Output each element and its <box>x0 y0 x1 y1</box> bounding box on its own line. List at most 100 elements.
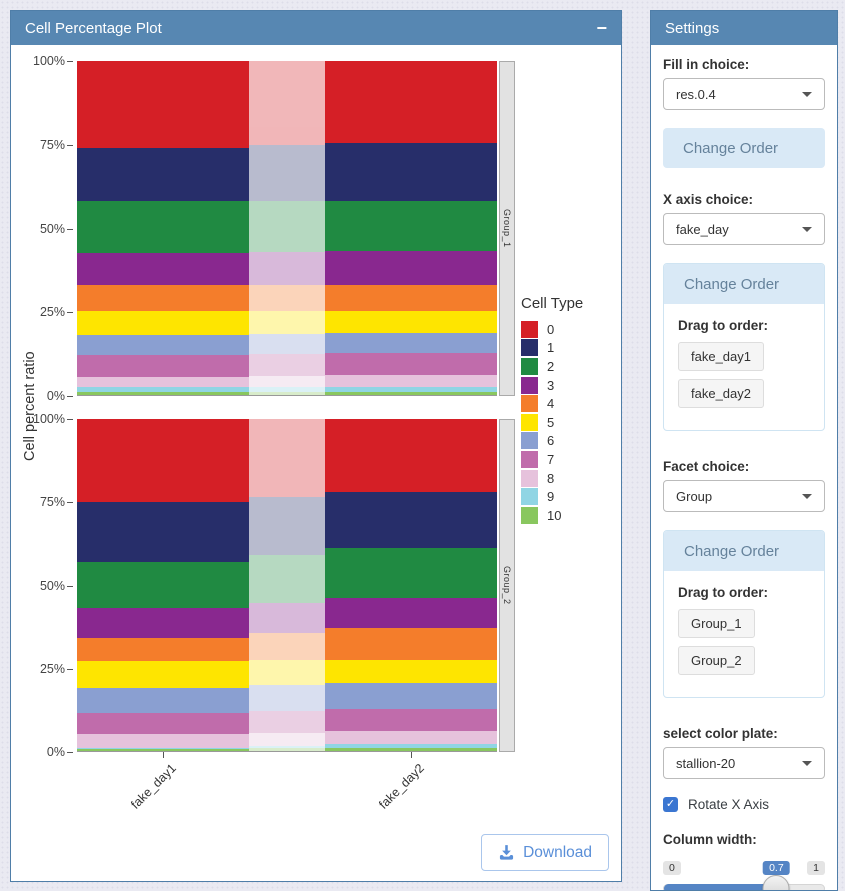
legend-swatch <box>521 339 538 357</box>
legend-item-9: 9 <box>521 487 621 506</box>
y-tick-label: 100% <box>29 54 75 68</box>
legend-label: 6 <box>547 433 555 449</box>
bar-segment-celltype-5 <box>77 311 250 335</box>
legend-item-0: 0 <box>521 320 621 339</box>
change-order-facet-button[interactable]: Change Order <box>664 531 824 571</box>
minus-icon[interactable]: − <box>596 18 607 38</box>
stacked-bar <box>77 61 250 395</box>
bar-segment-celltype-0 <box>249 419 325 498</box>
legend-label: 10 <box>547 507 562 523</box>
legend-swatch <box>521 488 538 506</box>
drag-item-group2[interactable]: Group_2 <box>678 646 755 675</box>
bar-segment-celltype-3 <box>77 253 250 285</box>
y-ticks-facet1: 100% 75% 50% 25% 0% <box>29 54 75 403</box>
bar-segment-celltype-2 <box>324 201 497 252</box>
bar-segment-celltype-4 <box>77 284 250 312</box>
legend-swatch <box>521 506 538 524</box>
download-button[interactable]: Download <box>481 834 609 871</box>
bar-segment-celltype-10 <box>249 391 325 395</box>
settings-panel-header: Settings <box>651 11 837 45</box>
plot-panel-header: Cell Percentage Plot − <box>11 11 621 45</box>
bar-segment-celltype-4 <box>249 284 325 312</box>
legend-label: 4 <box>547 396 555 412</box>
y-tick-label: 50% <box>29 579 75 593</box>
change-order-xaxis-button[interactable]: Change Order <box>664 264 824 304</box>
y-tick-label: 25% <box>29 305 75 319</box>
bar-segment-celltype-8 <box>77 734 250 748</box>
download-icon <box>498 844 515 861</box>
bar-segment-celltype-3 <box>77 608 250 639</box>
alluvial-flow <box>249 419 325 751</box>
legend-items: 0 1 2 3 4 5 6 7 8 9 10 <box>521 320 621 525</box>
x-tick-day1 <box>163 752 164 758</box>
fill-choice-select[interactable]: res.0.4 <box>663 78 825 110</box>
bar-segment-celltype-5 <box>249 311 325 334</box>
xaxis-choice-select[interactable]: fake_day <box>663 213 825 245</box>
y-tick-label: 0% <box>29 389 75 403</box>
bar-segment-celltype-4 <box>324 628 497 660</box>
change-order-fill-button[interactable]: Change Order <box>663 128 825 168</box>
bar-segment-celltype-6 <box>324 682 497 710</box>
settings-panel: Settings Fill in choice: res.0.4 Change … <box>650 10 838 891</box>
legend-label: 8 <box>547 470 555 486</box>
x-axis-label-day1: fake_day1 <box>128 761 179 812</box>
drag-item-fake-day1[interactable]: fake_day1 <box>678 342 764 371</box>
slider-track[interactable] <box>663 875 825 890</box>
legend-item-5: 5 <box>521 413 621 432</box>
bar-segment-celltype-0 <box>324 61 497 143</box>
bar-segment-celltype-9 <box>249 745 325 749</box>
legend-swatch <box>521 450 538 468</box>
bar-segment-celltype-3 <box>324 251 497 285</box>
bar-segment-celltype-7 <box>324 353 497 375</box>
legend-item-6: 6 <box>521 432 621 451</box>
y-tick-label: 0% <box>29 745 75 759</box>
bar-segment-celltype-5 <box>77 661 250 688</box>
facet-choice-value: Group <box>676 488 713 504</box>
bar-segment-celltype-8 <box>324 731 497 745</box>
cell-percentage-plot-panel: Cell Percentage Plot − Cell percent rati… <box>10 10 622 882</box>
bar-segment-celltype-0 <box>77 61 250 148</box>
legend-item-4: 4 <box>521 394 621 413</box>
slider-min-label: 0 <box>663 861 681 875</box>
drag-to-order-label: Drag to order: <box>678 318 769 333</box>
column-width-slider[interactable]: 0 0.7 1 <box>663 861 825 890</box>
legend-swatch <box>521 413 538 431</box>
bar-segment-celltype-7 <box>324 709 497 732</box>
x-axis-label-day2: fake_day2 <box>376 761 427 812</box>
download-label: Download <box>523 843 592 861</box>
bar-segment-celltype-0 <box>324 419 497 493</box>
bar-segment-celltype-9 <box>77 747 250 750</box>
color-plate-select[interactable]: stallion-20 <box>663 747 825 779</box>
bar-segment-celltype-8 <box>249 732 325 746</box>
drag-item-fake-day2[interactable]: fake_day2 <box>678 379 764 408</box>
y-tick-label: 50% <box>29 222 75 236</box>
legend-item-3: 3 <box>521 376 621 395</box>
legend-label: 2 <box>547 358 555 374</box>
facet-strip-label: Group_1 <box>502 209 512 248</box>
bar-segment-celltype-10 <box>324 747 497 751</box>
rotate-x-axis-label: Rotate X Axis <box>688 797 770 812</box>
bar-segment-celltype-9 <box>324 744 497 748</box>
drag-item-group1[interactable]: Group_1 <box>678 609 755 638</box>
bar-segment-celltype-1 <box>324 142 497 202</box>
legend-label: 7 <box>547 451 555 467</box>
facet-choice-label: Facet choice: <box>663 459 750 474</box>
caret-down-icon <box>802 493 812 499</box>
checkbox-checked-icon[interactable]: ✓ <box>663 797 678 812</box>
drag-to-order-label: Drag to order: <box>678 585 769 600</box>
slider-fill <box>664 884 776 890</box>
bar-segment-celltype-6 <box>324 333 497 354</box>
legend-label: 3 <box>547 377 555 393</box>
rotate-x-axis-checkbox-row[interactable]: ✓ Rotate X Axis <box>663 797 825 812</box>
bar-segment-celltype-8 <box>249 375 325 387</box>
bar-segment-celltype-2 <box>77 561 250 609</box>
y-tick-label: 75% <box>29 138 75 152</box>
y-tick-label: 75% <box>29 495 75 509</box>
slider-value-badge: 0.7 <box>763 861 790 875</box>
bar-segment-celltype-3 <box>249 603 325 634</box>
facet-choice-select[interactable]: Group <box>663 480 825 512</box>
color-plate-label: select color plate: <box>663 726 778 741</box>
caret-down-icon <box>802 91 812 97</box>
legend-item-2: 2 <box>521 357 621 376</box>
bar-segment-celltype-10 <box>249 748 325 751</box>
